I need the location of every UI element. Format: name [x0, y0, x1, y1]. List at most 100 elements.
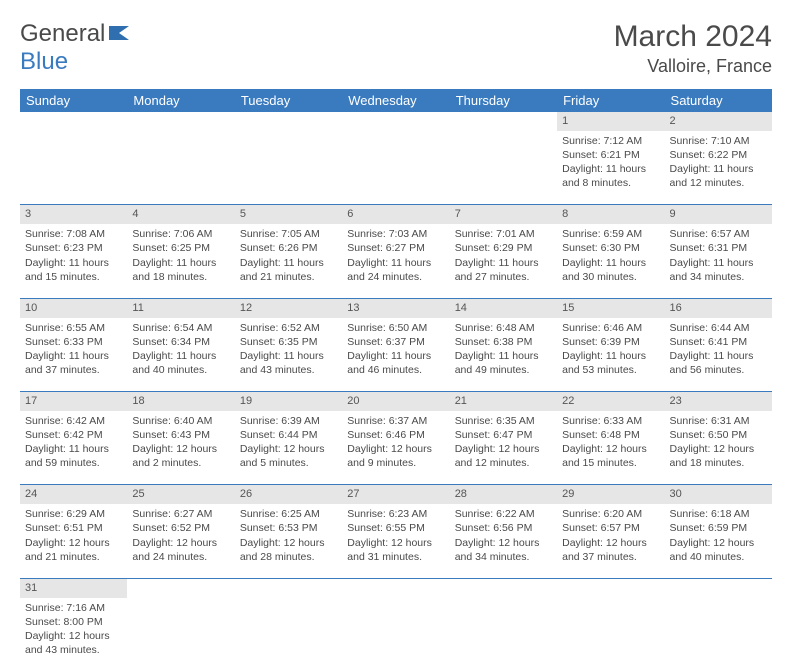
day-line: Sunrise: 6:22 AM [455, 507, 552, 521]
day-line: and 24 minutes. [132, 550, 229, 564]
day-content-row: Sunrise: 6:29 AMSunset: 6:51 PMDaylight:… [20, 504, 772, 578]
day-line: and 27 minutes. [455, 270, 552, 284]
day-line: and 12 minutes. [455, 456, 552, 470]
day-line: Sunrise: 6:40 AM [132, 414, 229, 428]
day-line: Daylight: 11 hours [347, 256, 444, 270]
day-line: Sunset: 6:57 PM [562, 521, 659, 535]
day-line: and 31 minutes. [347, 550, 444, 564]
day-line: and 18 minutes. [132, 270, 229, 284]
day-number-cell: 10 [20, 298, 127, 317]
day-line: Daylight: 11 hours [562, 256, 659, 270]
day-cell [235, 131, 342, 205]
day-line: Daylight: 11 hours [25, 442, 122, 456]
day-line: Daylight: 11 hours [562, 349, 659, 363]
day-line: Sunrise: 7:03 AM [347, 227, 444, 241]
day-number-cell [235, 578, 342, 597]
day-line: Sunrise: 6:48 AM [455, 321, 552, 335]
day-cell: Sunrise: 6:37 AMSunset: 6:46 PMDaylight:… [342, 411, 449, 485]
day-line: Sunset: 6:51 PM [25, 521, 122, 535]
day-number-cell [235, 112, 342, 131]
day-line: Daylight: 11 hours [25, 256, 122, 270]
day-line: Sunset: 6:42 PM [25, 428, 122, 442]
day-line: Daylight: 12 hours [25, 536, 122, 550]
day-line: Sunset: 6:30 PM [562, 241, 659, 255]
day-cell: Sunrise: 7:05 AMSunset: 6:26 PMDaylight:… [235, 224, 342, 298]
day-line: Sunrise: 7:06 AM [132, 227, 229, 241]
day-line: Sunset: 6:48 PM [562, 428, 659, 442]
day-content-row: Sunrise: 7:12 AMSunset: 6:21 PMDaylight:… [20, 131, 772, 205]
day-line: Daylight: 12 hours [562, 442, 659, 456]
weekday-header: Sunday [20, 89, 127, 112]
day-line: and 28 minutes. [240, 550, 337, 564]
day-line: Daylight: 12 hours [347, 536, 444, 550]
day-cell: Sunrise: 7:08 AMSunset: 6:23 PMDaylight:… [20, 224, 127, 298]
day-cell [127, 598, 234, 672]
day-cell [557, 598, 664, 672]
day-content-row: Sunrise: 7:16 AMSunset: 8:00 PMDaylight:… [20, 598, 772, 672]
day-line: and 5 minutes. [240, 456, 337, 470]
day-line: Sunrise: 7:01 AM [455, 227, 552, 241]
day-number-cell: 16 [665, 298, 772, 317]
day-line: Sunset: 6:31 PM [670, 241, 767, 255]
day-line: Daylight: 12 hours [347, 442, 444, 456]
day-line: Sunset: 6:52 PM [132, 521, 229, 535]
day-number-cell [665, 578, 772, 597]
day-cell: Sunrise: 7:01 AMSunset: 6:29 PMDaylight:… [450, 224, 557, 298]
day-line: Daylight: 12 hours [132, 442, 229, 456]
day-cell [665, 598, 772, 672]
day-line: Sunset: 6:33 PM [25, 335, 122, 349]
day-line: Sunrise: 6:33 AM [562, 414, 659, 428]
day-line: Daylight: 12 hours [25, 629, 122, 643]
location: Valloire, France [614, 56, 772, 77]
day-line: Daylight: 12 hours [562, 536, 659, 550]
day-line: Sunset: 6:35 PM [240, 335, 337, 349]
day-number-cell: 30 [665, 485, 772, 504]
day-line: Daylight: 12 hours [240, 442, 337, 456]
day-line: and 56 minutes. [670, 363, 767, 377]
day-cell: Sunrise: 6:40 AMSunset: 6:43 PMDaylight:… [127, 411, 234, 485]
day-content-row: Sunrise: 6:55 AMSunset: 6:33 PMDaylight:… [20, 318, 772, 392]
weekday-header: Wednesday [342, 89, 449, 112]
day-number-cell: 29 [557, 485, 664, 504]
day-cell: Sunrise: 6:52 AMSunset: 6:35 PMDaylight:… [235, 318, 342, 392]
logo-text-general: General [20, 20, 105, 48]
day-line: Daylight: 11 hours [455, 349, 552, 363]
day-line: Daylight: 11 hours [132, 349, 229, 363]
day-line: Sunset: 8:00 PM [25, 615, 122, 629]
day-line: Sunrise: 6:39 AM [240, 414, 337, 428]
day-number-cell [342, 578, 449, 597]
day-line: and 53 minutes. [562, 363, 659, 377]
day-line: Sunrise: 6:52 AM [240, 321, 337, 335]
day-line: Sunset: 6:37 PM [347, 335, 444, 349]
day-number-cell: 5 [235, 205, 342, 224]
day-line: Sunrise: 6:37 AM [347, 414, 444, 428]
daynum-row: 17181920212223 [20, 392, 772, 411]
day-line: and 37 minutes. [562, 550, 659, 564]
day-number-cell: 13 [342, 298, 449, 317]
logo: General [20, 20, 137, 48]
day-line: Sunrise: 6:50 AM [347, 321, 444, 335]
day-number-cell [127, 578, 234, 597]
day-number-cell [127, 112, 234, 131]
day-line: Daylight: 12 hours [455, 442, 552, 456]
day-cell [235, 598, 342, 672]
day-line: Sunset: 6:55 PM [347, 521, 444, 535]
day-line: and 46 minutes. [347, 363, 444, 377]
day-cell: Sunrise: 6:27 AMSunset: 6:52 PMDaylight:… [127, 504, 234, 578]
day-line: Sunset: 6:26 PM [240, 241, 337, 255]
day-line: Daylight: 12 hours [670, 442, 767, 456]
day-number-cell: 25 [127, 485, 234, 504]
day-line: Sunrise: 6:57 AM [670, 227, 767, 241]
day-cell [342, 598, 449, 672]
day-number-cell: 12 [235, 298, 342, 317]
day-line: Daylight: 11 hours [562, 162, 659, 176]
day-number-cell: 31 [20, 578, 127, 597]
daynum-row: 3456789 [20, 205, 772, 224]
day-line: Sunrise: 6:46 AM [562, 321, 659, 335]
day-number-cell: 24 [20, 485, 127, 504]
day-cell: Sunrise: 7:12 AMSunset: 6:21 PMDaylight:… [557, 131, 664, 205]
day-number-cell: 2 [665, 112, 772, 131]
daynum-row: 24252627282930 [20, 485, 772, 504]
day-cell [20, 131, 127, 205]
day-number-cell: 3 [20, 205, 127, 224]
